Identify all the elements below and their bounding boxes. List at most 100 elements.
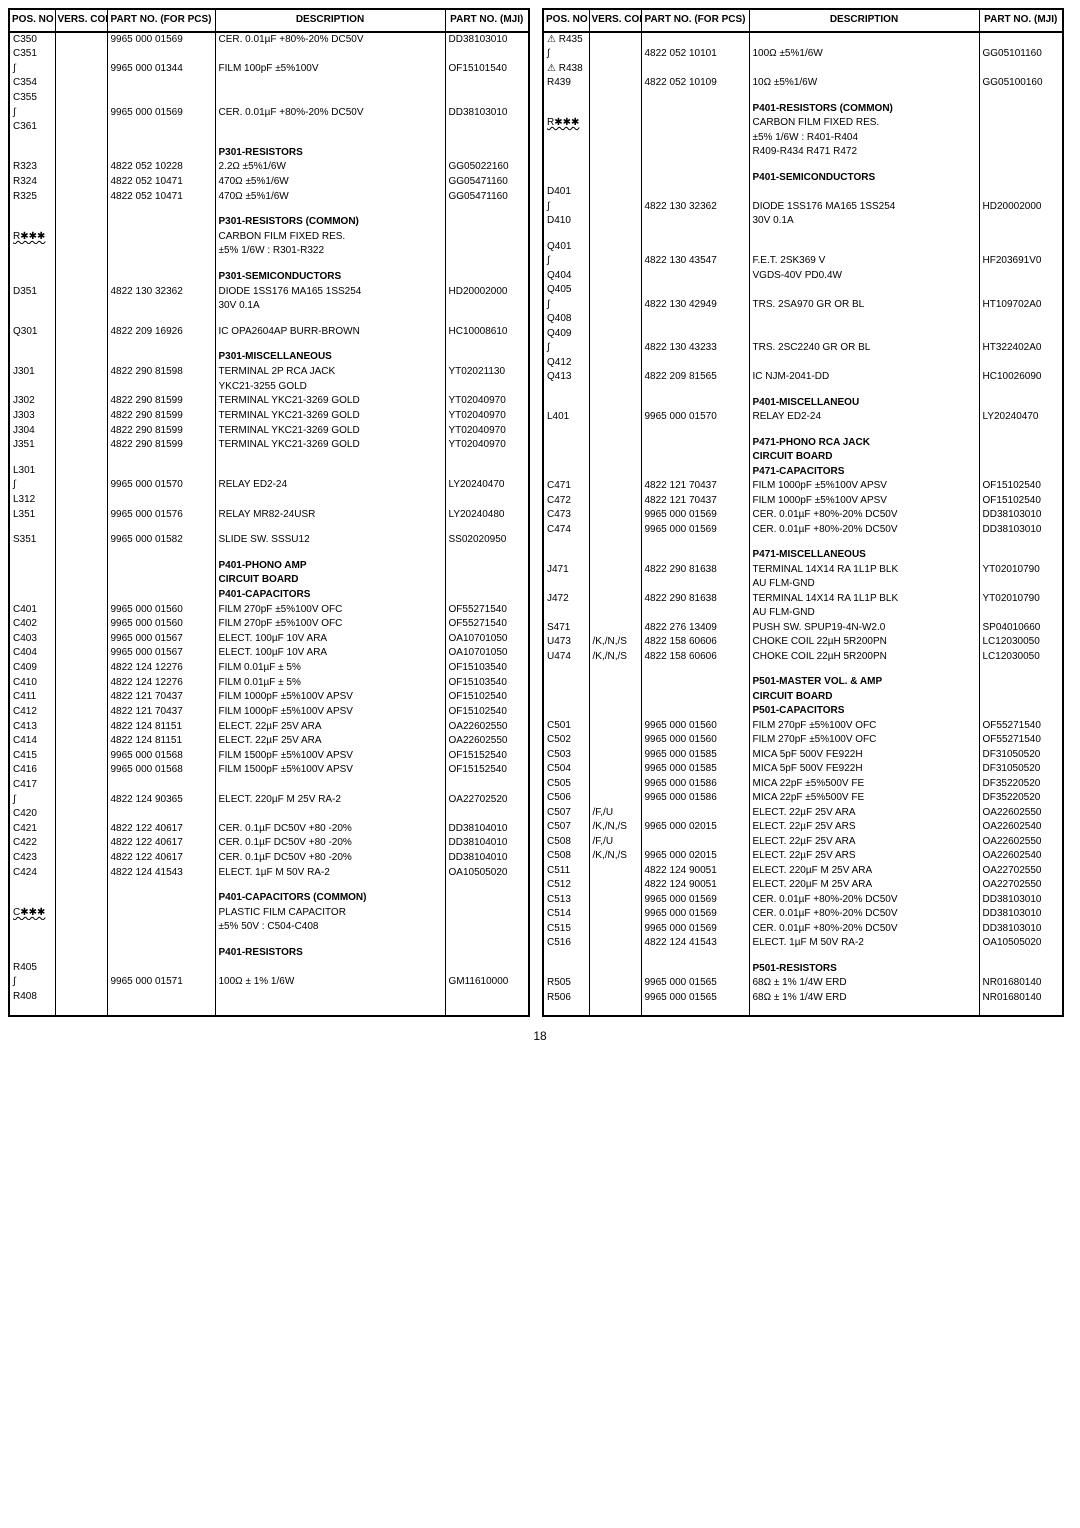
cell-desc: ELECT. 220µF M 25V RA-2 (215, 793, 445, 808)
cell-desc: FILM 1500pF ±5%100V APSV (215, 749, 445, 764)
cell-desc (749, 62, 979, 77)
warning-icon: ⚠ (547, 34, 556, 45)
cell-desc: TRS. 2SC2240 GR OR BL (749, 341, 979, 356)
cell-mji: OA10505020 (445, 866, 529, 881)
cell-pos: C507 (543, 806, 589, 821)
cell-desc: IC NJM-2041-DD (749, 370, 979, 385)
cell-desc: ELECT. 100µF 10V ARA (215, 646, 445, 661)
cell-desc: SLIDE SW. SSSU12 (215, 533, 445, 548)
table-row: C4159965 000 01568FILM 1500pF ±5%100V AP… (9, 749, 529, 764)
cell-pos: ∫ (9, 975, 55, 990)
cell-mji: OF15103540 (445, 676, 529, 691)
cell-col (55, 32, 107, 48)
cell-mji: OA22602550 (979, 806, 1063, 821)
cell-part: 9965 000 01576 (107, 508, 215, 523)
cell-part (107, 350, 215, 365)
cell-pos (543, 606, 589, 621)
cell-pos: S351 (9, 533, 55, 548)
cell-desc (749, 283, 979, 298)
cell-col (589, 479, 641, 494)
cell-pos: R✱✱✱ (543, 116, 589, 131)
table-row: J3514822 290 81599TERMINAL YKC21-3269 GO… (9, 438, 529, 453)
cell-desc: P471-PHONO RCA JACK (749, 436, 979, 451)
cell-pos: C422 (9, 836, 55, 851)
cell-col (589, 214, 641, 229)
cell-col: /K,/N,/S (589, 820, 641, 835)
cell-mji: DD38103010 (979, 523, 1063, 538)
table-row: P401-CAPACITORS (COMMON) (9, 891, 529, 906)
left-tbody: C3509965 000 01569CER. 0.01µF +80%-20% D… (9, 32, 529, 1017)
cell-desc: RELAY ED2-24 (749, 410, 979, 425)
cell-col (55, 632, 107, 647)
cell-part (107, 920, 215, 935)
cell-mji (979, 32, 1063, 48)
cell-pos: R439 (543, 76, 589, 91)
table-row: C5049965 000 01585MICA 5pF 500V FE922HDF… (543, 762, 1063, 777)
th-mji: PART NO. (MJI) (979, 9, 1063, 32)
cell-part (641, 690, 749, 705)
cell-col (55, 215, 107, 230)
cell-desc: PLASTIC FILM CAPACITOR (215, 906, 445, 921)
cell-pos: R405 (9, 961, 55, 976)
table-row: C351 (9, 47, 529, 62)
cell-desc (215, 961, 445, 976)
cell-mji (979, 312, 1063, 327)
cell-mji (979, 962, 1063, 977)
cell-mji (979, 145, 1063, 160)
cell-pos: C415 (9, 749, 55, 764)
table-row: C417 (9, 778, 529, 793)
table-row: C5124822 124 90051ELECT. 220µF M 25V ARA… (543, 878, 1063, 893)
cell-pos: C507 (543, 820, 589, 835)
cell-pos: C503 (543, 748, 589, 763)
table-row: Q408 (543, 312, 1063, 327)
cell-pos: Q405 (543, 283, 589, 298)
cell-col (589, 145, 641, 160)
cell-col (589, 116, 641, 131)
cell-col (55, 365, 107, 380)
cell-part (107, 906, 215, 921)
cell-part: 9965 000 01582 (107, 533, 215, 548)
cell-mji: OF15103540 (445, 661, 529, 676)
cell-desc: ±5% 1/6W : R401-R404 (749, 131, 979, 146)
cell-col (55, 285, 107, 300)
cell-mji: HC10008610 (445, 325, 529, 340)
cell-desc: FILM 0.01µF ± 5% (215, 661, 445, 676)
cell-part (107, 230, 215, 245)
cell-col (55, 573, 107, 588)
table-row: ±5% 50V : C504-C408 (9, 920, 529, 935)
cell-col (55, 533, 107, 548)
cell-part: 4822 121 70437 (107, 690, 215, 705)
cell-mji (445, 961, 529, 976)
cell-mji (979, 171, 1063, 186)
cell-col (55, 409, 107, 424)
cell-part (641, 116, 749, 131)
table-row: ⚠ R438 (543, 62, 1063, 77)
cell-desc (215, 120, 445, 135)
table-row: YKC21-3255 GOLD (9, 380, 529, 395)
cell-col (589, 922, 641, 937)
cell-part (107, 946, 215, 961)
cell-pos: R✱✱✱ (9, 230, 55, 245)
cell-col (55, 676, 107, 691)
cell-mji: LC12030050 (979, 635, 1063, 650)
cell-part: 4822 276 13409 (641, 621, 749, 636)
table-row: C5164822 124 41543ELECT. 1µF M 50V RA-2O… (543, 936, 1063, 951)
cell-part: 9965 000 01560 (641, 719, 749, 734)
cell-part: 9965 000 01569 (641, 508, 749, 523)
cell-desc: PUSH SW. SPUP19-4N-W2.0 (749, 621, 979, 636)
table-row: C4039965 000 01567ELECT. 100µF 10V ARAOA… (9, 632, 529, 647)
table-row: P301-MISCELLANEOUS (9, 350, 529, 365)
cell-pos: Q413 (543, 370, 589, 385)
cell-mji (445, 990, 529, 1005)
cell-part: 4822 121 70437 (641, 494, 749, 509)
cell-pos: ∫ (543, 200, 589, 215)
cell-pos: C416 (9, 763, 55, 778)
cell-col (589, 563, 641, 578)
table-row: C5159965 000 01569CER. 0.01µF +80%-20% D… (543, 922, 1063, 937)
cell-pos (9, 946, 55, 961)
cell-pos: C471 (543, 479, 589, 494)
table-row: P501-MASTER VOL. & AMP (543, 675, 1063, 690)
cell-mji: OF15102540 (445, 705, 529, 720)
cell-pos: C409 (9, 661, 55, 676)
cell-pos (543, 171, 589, 186)
